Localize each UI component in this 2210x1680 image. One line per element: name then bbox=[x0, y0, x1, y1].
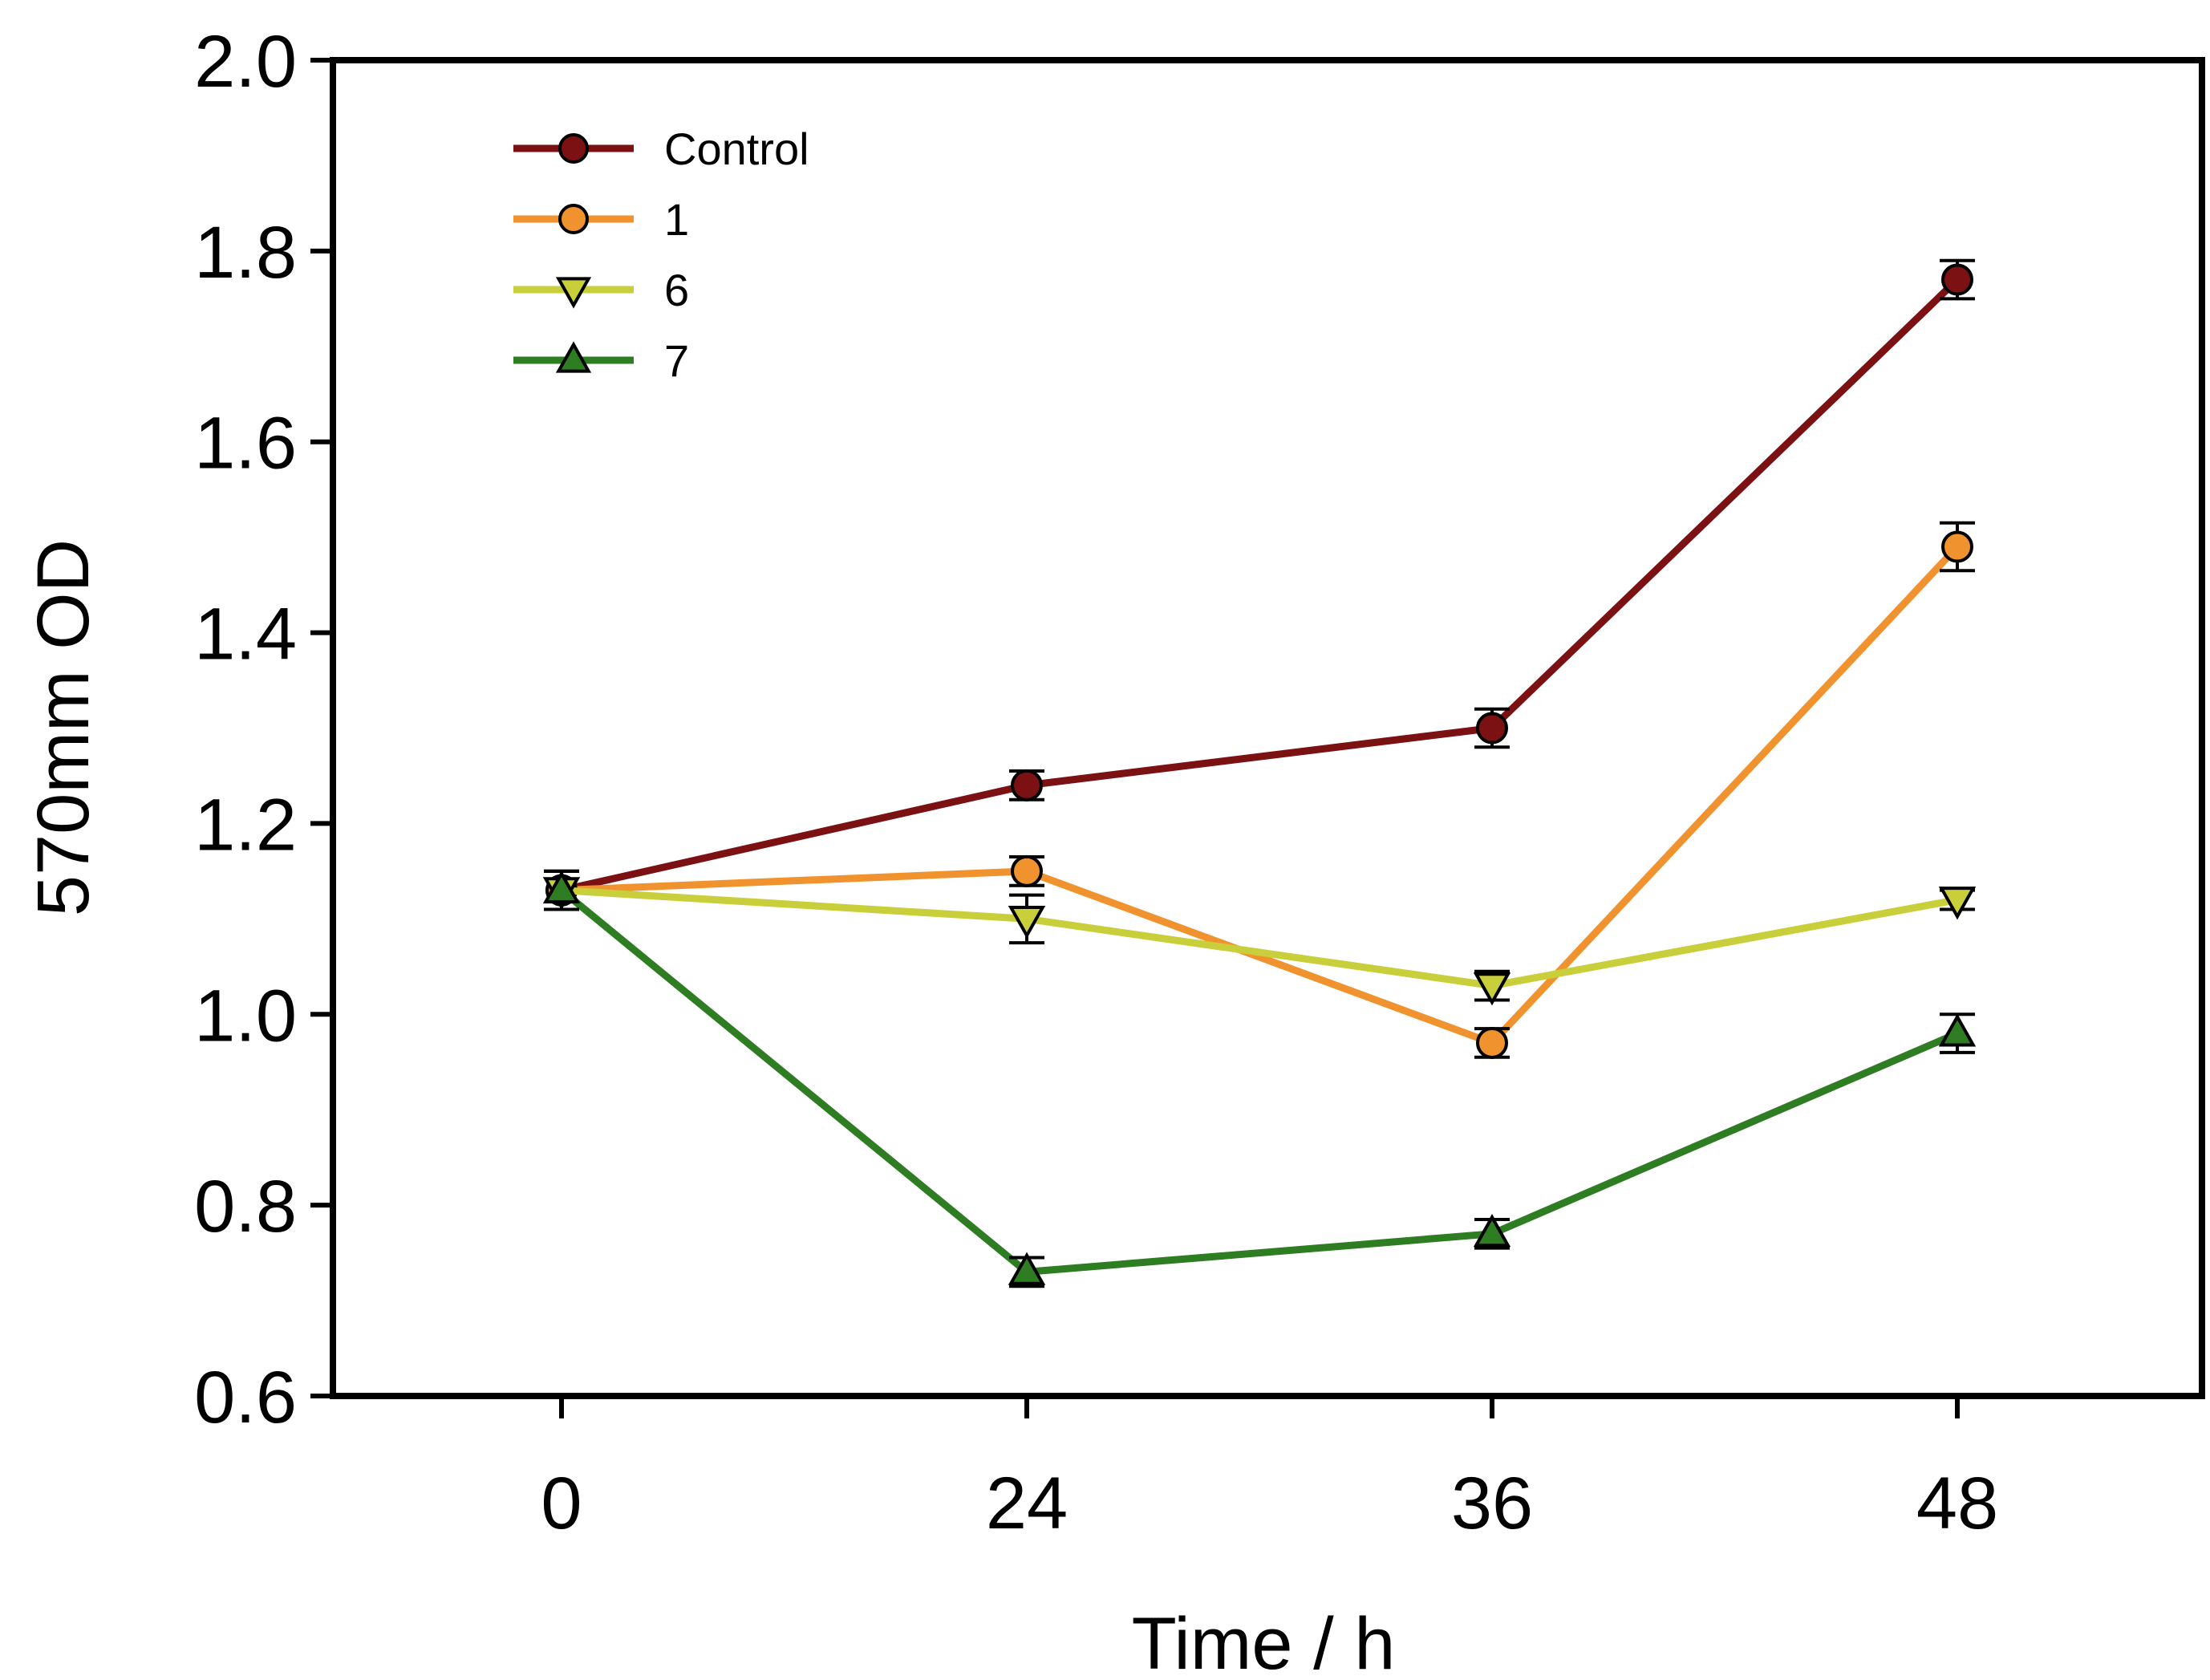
y-tick-label: 1.4 bbox=[194, 594, 297, 676]
x-tick-label: 36 bbox=[1451, 1463, 1533, 1544]
data-point bbox=[1938, 1013, 1977, 1047]
legend: Control 1 6 7 bbox=[513, 124, 809, 386]
legend-label: 7 bbox=[664, 335, 689, 386]
y-tick-label: 0.6 bbox=[194, 1357, 297, 1439]
x-tick-label: 24 bbox=[986, 1463, 1068, 1544]
y-tick-label: 1.2 bbox=[194, 784, 297, 866]
x-axis-title: Time / h bbox=[1132, 1603, 1396, 1680]
legend-item: 6 bbox=[513, 265, 689, 315]
x-tick-label: 48 bbox=[1916, 1463, 1998, 1544]
legend-label: 6 bbox=[664, 265, 689, 315]
series-control bbox=[544, 258, 1975, 911]
data-point bbox=[1011, 769, 1043, 801]
legend-marker bbox=[558, 204, 589, 234]
y-tick-label: 2.0 bbox=[194, 21, 297, 103]
plot-frame bbox=[330, 57, 2205, 1399]
legend-label: Control bbox=[664, 124, 809, 174]
legend-label: 1 bbox=[664, 194, 689, 245]
series-line bbox=[559, 887, 1959, 1276]
series-line bbox=[561, 887, 1958, 990]
legend-item: Control bbox=[513, 124, 809, 174]
data-point bbox=[1008, 1252, 1046, 1285]
legend-item: 7 bbox=[513, 335, 689, 386]
legend-marker bbox=[558, 133, 589, 164]
y-tick-label: 1.0 bbox=[194, 975, 297, 1057]
data-point bbox=[1941, 263, 1973, 296]
data-point bbox=[1473, 972, 1511, 1006]
series-line bbox=[561, 544, 1961, 1047]
legend-marker bbox=[555, 341, 592, 373]
y-axis-title: 570mm OD bbox=[22, 539, 104, 916]
data-point bbox=[1476, 712, 1508, 745]
data-point bbox=[1473, 1214, 1511, 1248]
series-line bbox=[561, 277, 1961, 895]
series-6 bbox=[542, 869, 1977, 1006]
data-point bbox=[1938, 887, 1977, 920]
legend-marker bbox=[555, 277, 592, 309]
y-tick-label: 0.8 bbox=[194, 1166, 297, 1248]
series-1 bbox=[544, 521, 1975, 1059]
data-point bbox=[1941, 530, 1973, 563]
data-point bbox=[542, 870, 581, 904]
y-tick-label: 1.8 bbox=[194, 212, 297, 294]
y-tick-label: 1.6 bbox=[194, 403, 297, 485]
legend-item: 1 bbox=[513, 194, 689, 245]
data-point bbox=[1476, 1026, 1508, 1059]
series-layer bbox=[542, 258, 1977, 1288]
y-axis: 0.6 0.8 1.0 1.2 1.4 1.6 1.8 2.0 bbox=[194, 21, 333, 1439]
x-tick-label: 0 bbox=[541, 1463, 582, 1544]
series-7 bbox=[542, 869, 1977, 1288]
data-point bbox=[1011, 854, 1043, 887]
data-point bbox=[1008, 905, 1046, 939]
x-axis: 0 24 36 48 bbox=[541, 1396, 1998, 1544]
